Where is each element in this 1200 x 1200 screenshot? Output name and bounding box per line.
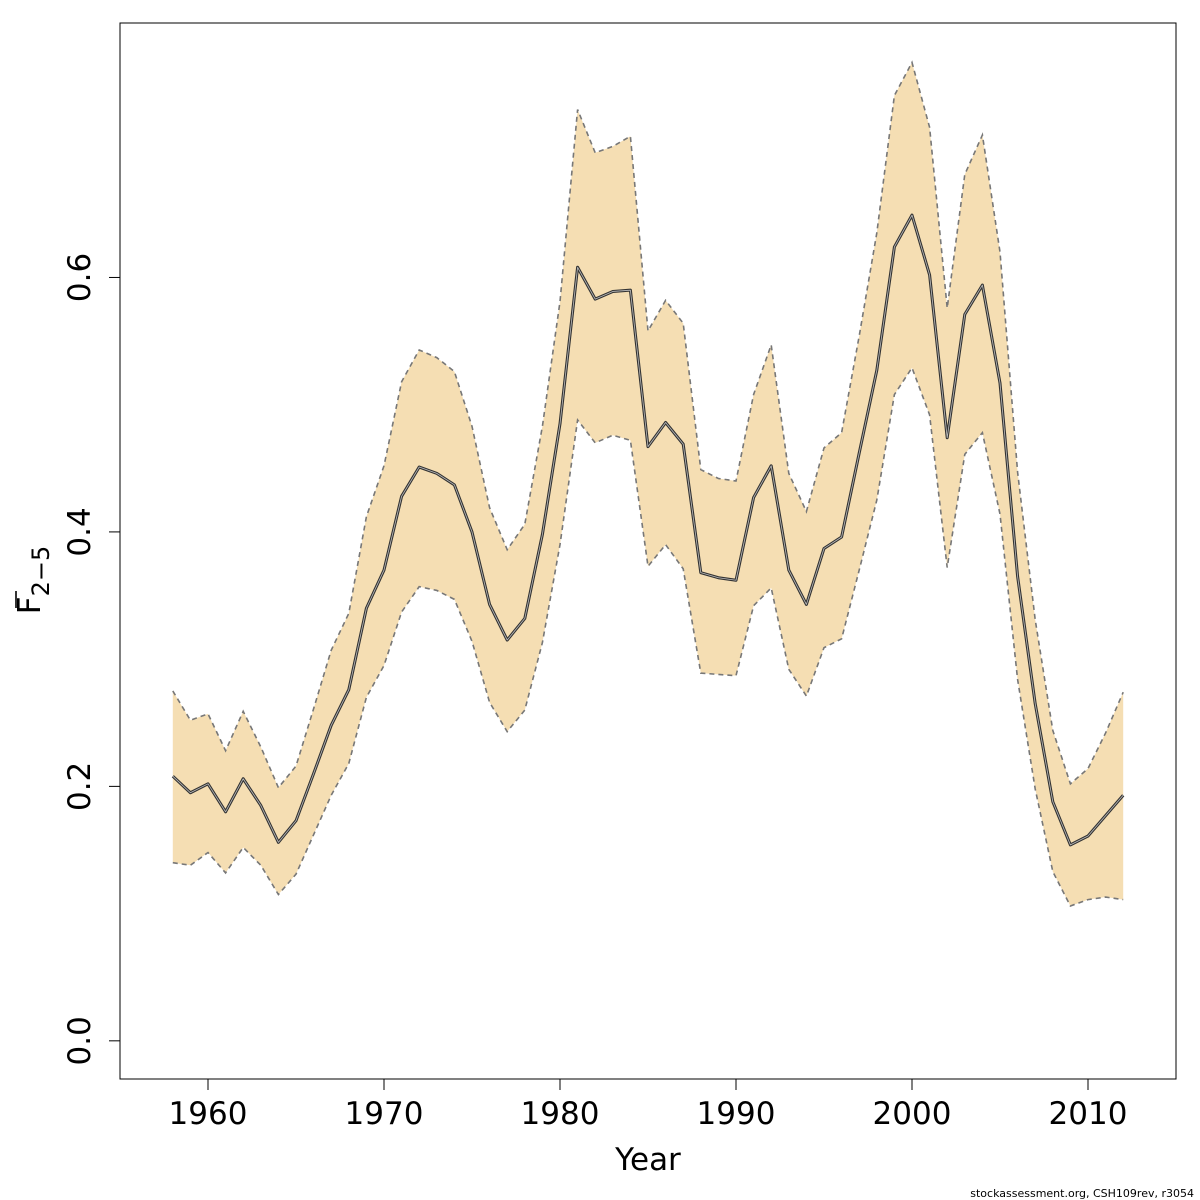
x-axis-title: Year [614, 1142, 681, 1178]
y-tick-label: 0.4 [62, 507, 98, 556]
x-tick-label: 1960 [169, 1096, 248, 1132]
y-axis-title-subscript: 2−5 [27, 546, 55, 597]
svg-text:F2−5: F2−5 [12, 546, 55, 615]
confidence-band [172, 62, 1124, 906]
y-tick-label: 0.6 [62, 253, 98, 302]
x-tick-label: 1990 [697, 1096, 776, 1132]
x-tick-label: 2000 [873, 1096, 952, 1132]
y-axis: 0.0 0.2 0.4 0.6 [62, 253, 121, 1065]
y-axis-title-symbol: F [12, 596, 48, 614]
y-tick-label: 0.2 [62, 762, 98, 811]
y-tick-label: 0.0 [62, 1016, 98, 1065]
x-tick-label: 1970 [345, 1096, 424, 1132]
x-tick-label: 1980 [521, 1096, 600, 1132]
footer-credit: stockassessment.org, CSH109rev, r3054 [970, 1187, 1194, 1200]
y-axis-title: F2−5 [12, 546, 55, 615]
x-axis: 1960 1970 1980 1990 2000 2010 [169, 1078, 1128, 1132]
lower-bound-line [172, 366, 1124, 907]
x-tick-label: 2010 [1049, 1096, 1128, 1132]
plot-area [171, 60, 1125, 907]
estimate-line-highlight [172, 214, 1124, 846]
upper-bound-line [172, 60, 1124, 790]
